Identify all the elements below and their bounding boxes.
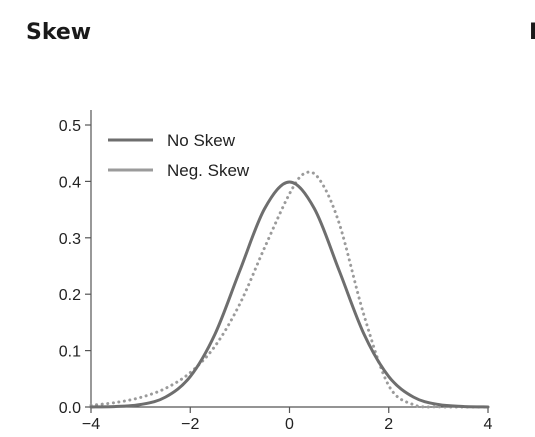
y-tick-label: 0.5 [59, 118, 81, 135]
next-panel-title: I [529, 20, 535, 45]
y-tick-label: 0.1 [59, 344, 81, 361]
x-tick-label: −2 [181, 416, 199, 433]
series-lines [89, 170, 490, 409]
x-axis: −4 −2 0 2 4 [82, 406, 493, 433]
x-tick-label: −4 [82, 416, 100, 433]
y-axis: 0.0 0.1 0.2 0.3 0.4 0.5 [59, 110, 92, 417]
plot-area: 0.0 0.1 0.2 0.3 0.4 0.5 −4 −2 0 2 4 [59, 110, 493, 433]
legend-label-no-skew: No Skew [167, 131, 236, 150]
y-tick-label: 0.4 [59, 174, 81, 191]
series-line-no-skew [89, 180, 490, 409]
page-title: Skew [26, 20, 92, 45]
x-tick-label: 2 [384, 416, 393, 433]
x-tick-label: 0 [285, 416, 294, 433]
series-line-neg-skew [89, 170, 490, 409]
y-tick-label: 0.0 [59, 400, 81, 417]
x-tick-label: 4 [484, 416, 493, 433]
legend-label-neg-skew: Neg. Skew [167, 161, 250, 180]
y-tick-label: 0.2 [59, 287, 81, 304]
legend: No Skew Neg. Skew [108, 131, 250, 180]
y-tick-label: 0.3 [59, 231, 81, 248]
